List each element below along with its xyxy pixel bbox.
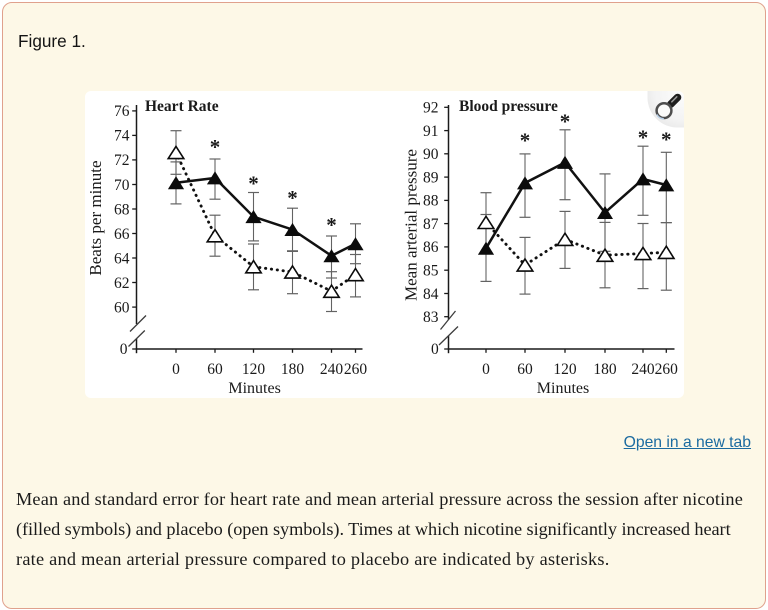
- svg-text:87: 87: [423, 216, 439, 233]
- svg-text:*: *: [210, 135, 221, 159]
- svg-text:74: 74: [114, 128, 130, 145]
- svg-text:*: *: [326, 213, 337, 237]
- svg-text:Minutes: Minutes: [228, 380, 280, 397]
- svg-text:Minutes: Minutes: [537, 380, 589, 397]
- svg-text:*: *: [520, 129, 531, 153]
- svg-text:*: *: [661, 128, 672, 152]
- svg-text:0: 0: [120, 341, 128, 358]
- svg-text:70: 70: [114, 177, 130, 194]
- svg-text:240: 240: [320, 361, 344, 378]
- svg-text:120: 120: [242, 361, 266, 378]
- svg-text:76: 76: [114, 103, 130, 120]
- svg-text:*: *: [560, 110, 571, 134]
- svg-text:0: 0: [431, 341, 439, 358]
- svg-text:180: 180: [593, 361, 617, 378]
- svg-text:92: 92: [423, 100, 439, 117]
- svg-text:89: 89: [423, 169, 439, 186]
- svg-text:120: 120: [553, 361, 577, 378]
- svg-text:90: 90: [423, 146, 439, 163]
- svg-text:60: 60: [517, 361, 533, 378]
- svg-text:60: 60: [207, 361, 223, 378]
- svg-text:83: 83: [423, 309, 439, 326]
- svg-text:62: 62: [114, 275, 130, 292]
- svg-text:*: *: [248, 172, 259, 196]
- svg-text:91: 91: [423, 123, 439, 140]
- svg-text:260: 260: [655, 361, 679, 378]
- svg-text:85: 85: [423, 263, 439, 280]
- svg-text:Blood pressure: Blood pressure: [459, 98, 558, 115]
- svg-text:72: 72: [114, 152, 130, 169]
- svg-text:*: *: [287, 186, 298, 210]
- svg-text:64: 64: [114, 250, 130, 267]
- svg-text:Beats per minute: Beats per minute: [86, 160, 105, 275]
- svg-text:*: *: [638, 126, 649, 150]
- svg-text:240: 240: [631, 361, 655, 378]
- svg-text:60: 60: [114, 299, 130, 316]
- svg-text:Heart Rate: Heart Rate: [145, 98, 219, 115]
- svg-text:86: 86: [423, 239, 439, 256]
- svg-text:0: 0: [172, 361, 180, 378]
- svg-text:66: 66: [114, 226, 130, 243]
- svg-text:68: 68: [114, 201, 130, 218]
- svg-text:88: 88: [423, 193, 439, 210]
- svg-text:84: 84: [423, 286, 439, 303]
- svg-text:260: 260: [344, 361, 368, 378]
- svg-text:180: 180: [281, 361, 305, 378]
- svg-text:Mean arterial pressure: Mean arterial pressure: [402, 149, 421, 301]
- svg-text:0: 0: [482, 361, 490, 378]
